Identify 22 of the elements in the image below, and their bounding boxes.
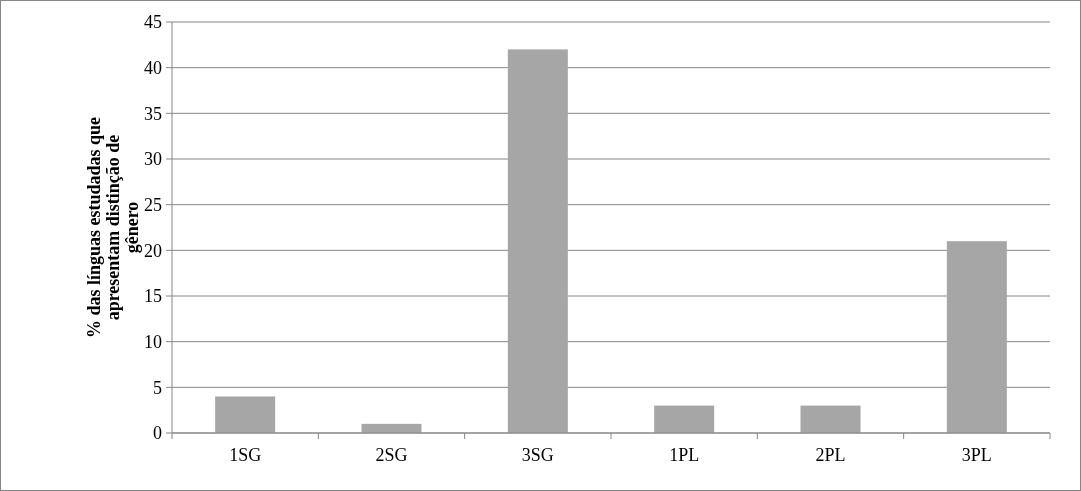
bar — [800, 405, 861, 433]
x-tick-label: 2PL — [815, 445, 846, 465]
y-axis-title: % das línguas estudadas que apresentam distinção de gênero — [84, 116, 142, 339]
bar — [654, 405, 715, 433]
y-tick-label: 25 — [144, 194, 162, 215]
x-tick-label: 2SG — [375, 445, 408, 465]
y-tick-label: 45 — [144, 12, 162, 33]
y-tick-label: 35 — [144, 103, 162, 124]
y-tick-label: 20 — [144, 240, 162, 261]
x-tick-label: 1SG — [229, 445, 262, 465]
bar — [215, 396, 276, 433]
y-tick-label: 30 — [144, 149, 162, 170]
x-tick-label: 3PL — [961, 445, 992, 465]
bar — [946, 241, 1007, 433]
y-tick-label: 15 — [144, 286, 162, 307]
y-tick-label: 10 — [144, 331, 162, 352]
x-tick-label: 1PL — [669, 445, 700, 465]
x-tick-label: 3SG — [521, 445, 554, 465]
y-tick-label: 40 — [144, 57, 162, 78]
bar — [507, 49, 568, 433]
y-tick-label: 0 — [153, 423, 162, 444]
y-tick-label: 5 — [153, 377, 162, 398]
